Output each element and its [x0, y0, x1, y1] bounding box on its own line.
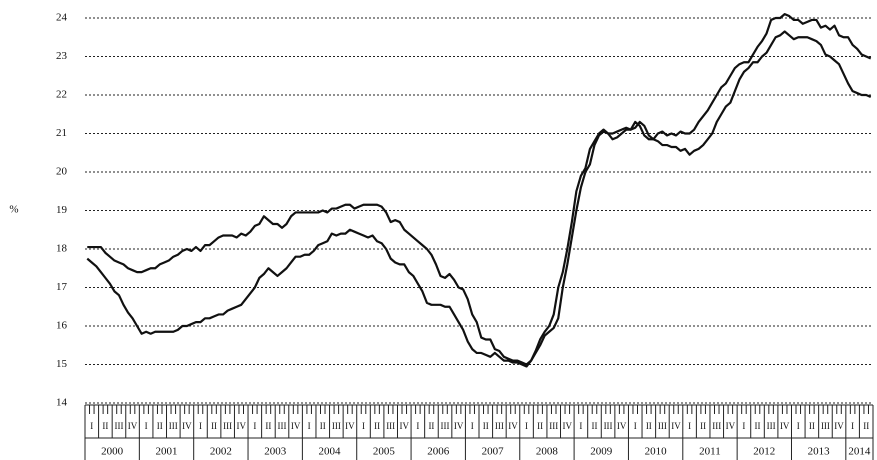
year-label: 2012 — [753, 446, 775, 458]
y-tick-label: 18 — [56, 243, 68, 255]
quarter-label: II — [374, 421, 380, 431]
quarter-label: I — [579, 421, 582, 431]
quarter-label: I — [634, 421, 637, 431]
quarter-label: I — [362, 421, 365, 431]
quarter-label: IV — [128, 421, 138, 431]
year-label: 2004 — [319, 446, 342, 458]
quarter-label: II — [863, 421, 869, 431]
quarter-label: I — [742, 421, 745, 431]
quarter-label: II — [211, 421, 217, 431]
quarter-label: IV — [345, 421, 355, 431]
quarter-label: II — [157, 421, 163, 431]
quarter-label: I — [308, 421, 311, 431]
quarter-label: I — [525, 421, 528, 431]
quarter-label: III — [114, 421, 123, 431]
quarter-label: IV — [454, 421, 464, 431]
quarter-label: I — [145, 421, 148, 431]
quarter-label: I — [199, 421, 202, 431]
quarter-label: II — [102, 421, 108, 431]
year-label: 2011 — [699, 446, 721, 458]
quarter-label: I — [797, 421, 800, 431]
year-label: 2000 — [101, 446, 124, 458]
quarter-label: I — [851, 421, 854, 431]
y-tick-label: 17 — [56, 281, 68, 293]
quarter-label: I — [253, 421, 256, 431]
data-line — [87, 13, 872, 366]
year-label: 2014 — [848, 446, 871, 458]
quarter-label: III — [386, 421, 395, 431]
quarter-label: II — [646, 421, 652, 431]
quarter-label: II — [537, 421, 543, 431]
quarter-label: I — [688, 421, 691, 431]
y-tick-label: 21 — [56, 127, 67, 139]
quarter-label: IV — [508, 421, 518, 431]
quarter-label: III — [169, 421, 178, 431]
quarter-label: IV — [563, 421, 573, 431]
quarter-label: IV — [780, 421, 790, 431]
y-axis-label: % — [9, 204, 18, 216]
quarter-label: II — [483, 421, 489, 431]
quarter-label: II — [755, 421, 761, 431]
quarter-label: III — [549, 421, 558, 431]
quarter-label: I — [90, 421, 93, 431]
quarter-label: III — [223, 421, 232, 431]
y-tick-label: 22 — [56, 89, 67, 101]
year-label: 2002 — [210, 446, 232, 458]
quarter-label: III — [712, 421, 721, 431]
year-label: 2009 — [590, 446, 613, 458]
quarter-label: III — [441, 421, 450, 431]
year-label: 2006 — [427, 446, 450, 458]
quarter-label: III — [604, 421, 613, 431]
quarter-label: III — [658, 421, 667, 431]
year-label: 2001 — [156, 446, 178, 458]
y-tick-label: 16 — [56, 320, 68, 332]
quarter-label: III — [332, 421, 341, 431]
year-label: 2003 — [264, 446, 287, 458]
quarter-label: IV — [726, 421, 736, 431]
quarter-label: II — [700, 421, 706, 431]
quarter-label: IV — [617, 421, 627, 431]
y-tick-label: 23 — [56, 50, 68, 62]
y-tick-label: 20 — [56, 166, 68, 178]
quarter-label: I — [416, 421, 419, 431]
y-tick-label: 14 — [56, 397, 68, 409]
y-tick-label: 19 — [56, 204, 68, 216]
quarter-label: II — [591, 421, 597, 431]
quarter-label: IV — [834, 421, 844, 431]
quarter-label: II — [320, 421, 326, 431]
quarter-label: III — [278, 421, 287, 431]
quarter-label: III — [495, 421, 504, 431]
y-tick-label: 15 — [56, 358, 68, 370]
year-label: 2005 — [373, 446, 396, 458]
quarter-label: III — [821, 421, 830, 431]
quarter-label: IV — [400, 421, 410, 431]
year-label: 2013 — [808, 446, 831, 458]
quarter-label: II — [265, 421, 271, 431]
year-label: 2010 — [645, 446, 668, 458]
quarter-label: IV — [236, 421, 246, 431]
y-tick-label: 24 — [56, 12, 68, 24]
quarter-label: II — [809, 421, 815, 431]
quarter-label: IV — [182, 421, 192, 431]
quarter-label: IV — [671, 421, 681, 431]
quarter-label: IV — [291, 421, 301, 431]
data-line — [86, 30, 872, 368]
quarter-label: I — [471, 421, 474, 431]
year-label: 2008 — [536, 446, 559, 458]
quarter-label: III — [767, 421, 776, 431]
year-label: 2007 — [482, 446, 505, 458]
quarter-label: II — [428, 421, 434, 431]
